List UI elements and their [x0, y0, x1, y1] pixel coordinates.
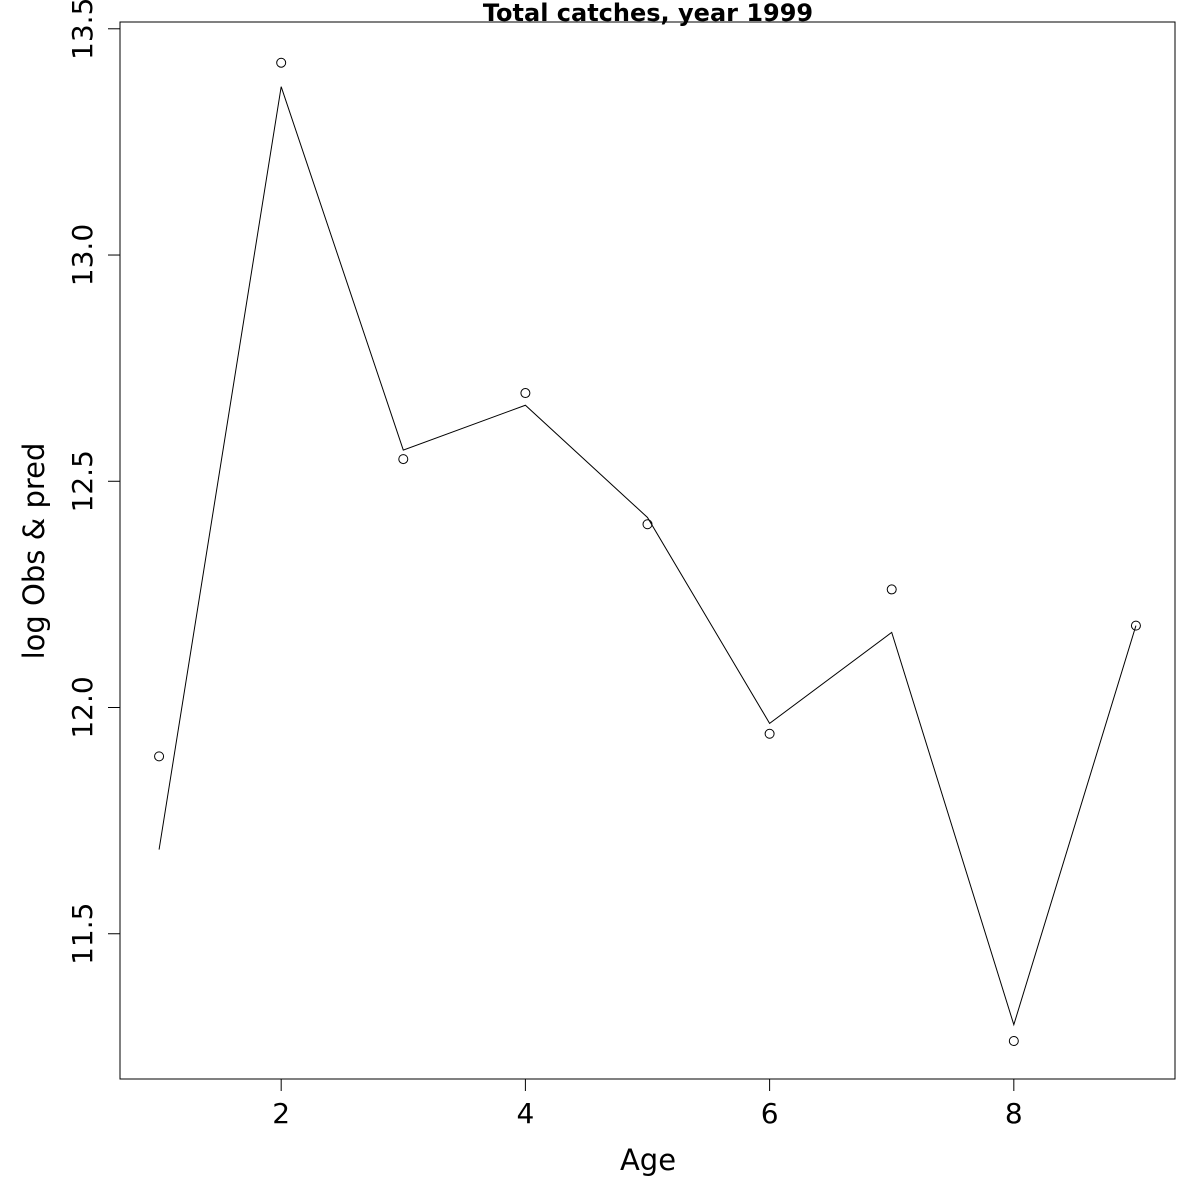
- y-tick-label: 13.0: [66, 224, 99, 286]
- chart-title: Total catches, year 1999: [483, 0, 813, 27]
- data-line: [158, 86, 1137, 1027]
- data-point: [1008, 1035, 1019, 1046]
- data-point: [764, 728, 775, 739]
- data-point: [520, 388, 531, 399]
- y-axis-label: log Obs & pred: [17, 443, 51, 660]
- y-tick-label: 13.5: [66, 0, 99, 60]
- x-tick-label: 4: [516, 1097, 534, 1130]
- data-point: [1130, 620, 1141, 631]
- x-tick-label: 2: [272, 1097, 290, 1130]
- y-tick-label: 12.0: [66, 676, 99, 738]
- x-tick-label: 8: [1005, 1097, 1023, 1130]
- data-point: [276, 57, 287, 68]
- data-point: [398, 454, 409, 465]
- x-tick-label: 6: [761, 1097, 779, 1130]
- y-tick-label: 11.5: [66, 903, 99, 965]
- x-axis-label: Age: [620, 1143, 676, 1177]
- data-point: [886, 584, 897, 595]
- data-point: [154, 751, 165, 762]
- y-tick-label: 12.5: [66, 450, 99, 512]
